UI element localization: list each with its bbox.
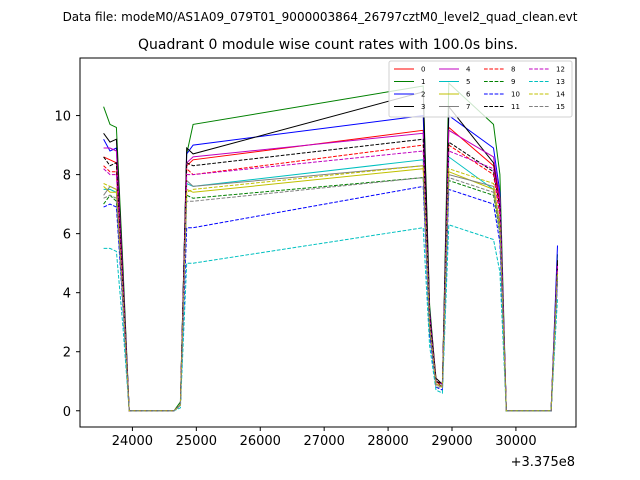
x-tick-label: 28000 [367, 434, 408, 449]
y-tick-label: 0 [63, 405, 71, 420]
x-tick-label: 29000 [431, 434, 472, 449]
series-line-10 [103, 185, 558, 412]
chart-suptitle: Data file: modeM0/AS1A09_079T01_90000038… [63, 10, 578, 24]
plot-lines [103, 81, 558, 412]
series-line-1 [103, 81, 558, 412]
x-tick-label: 27000 [303, 434, 344, 449]
x-tick-label: 24000 [112, 434, 153, 449]
legend-label-8: 8 [511, 66, 515, 74]
legend-label-14: 14 [556, 91, 565, 99]
series-line-14 [103, 165, 558, 412]
legend-label-0: 0 [421, 66, 425, 74]
plot-area-frame [79, 57, 577, 428]
series-line-13 [103, 224, 558, 412]
series-line-9 [103, 177, 558, 412]
legend-label-5: 5 [466, 78, 470, 86]
y-tick-label: 6 [63, 228, 71, 243]
x-tick-label: 26000 [240, 434, 281, 449]
chart-title: Quadrant 0 module wise count rates with … [138, 37, 518, 53]
y-tick-label: 4 [63, 287, 71, 302]
series-line-11 [103, 138, 558, 412]
legend-label-6: 6 [466, 91, 471, 99]
y-tick-label: 2 [63, 346, 71, 361]
series-line-3 [103, 91, 558, 412]
y-axis: 0 2 4 6 8 10 [54, 110, 80, 420]
legend-label-1: 1 [421, 78, 425, 86]
x-offset-label: +3.375e8 [511, 455, 575, 470]
legend-label-11: 11 [511, 103, 520, 111]
legend-label-12: 12 [556, 66, 565, 74]
series-line-12 [103, 150, 558, 412]
legend-label-15: 15 [556, 103, 565, 111]
series-line-2 [103, 114, 558, 412]
series-line-15 [103, 176, 558, 412]
y-tick-label: 10 [54, 110, 71, 125]
legend-label-2: 2 [421, 91, 425, 99]
legend-label-7: 7 [466, 103, 470, 111]
legend-label-4: 4 [466, 66, 471, 74]
legend-label-10: 10 [511, 91, 520, 99]
legend-box [388, 60, 573, 118]
x-axis: 24000 25000 26000 27000 28000 29000 30000 [112, 427, 537, 449]
series-line-6 [103, 168, 558, 412]
y-tick-label: 8 [63, 169, 71, 184]
x-tick-label: 30000 [495, 434, 536, 449]
legend-label-3: 3 [421, 103, 425, 111]
series-line-5 [103, 155, 558, 412]
legend-label-13: 13 [556, 78, 565, 86]
legend-label-9: 9 [511, 78, 515, 86]
x-tick-label: 25000 [176, 434, 217, 449]
series-line-0 [103, 126, 558, 412]
